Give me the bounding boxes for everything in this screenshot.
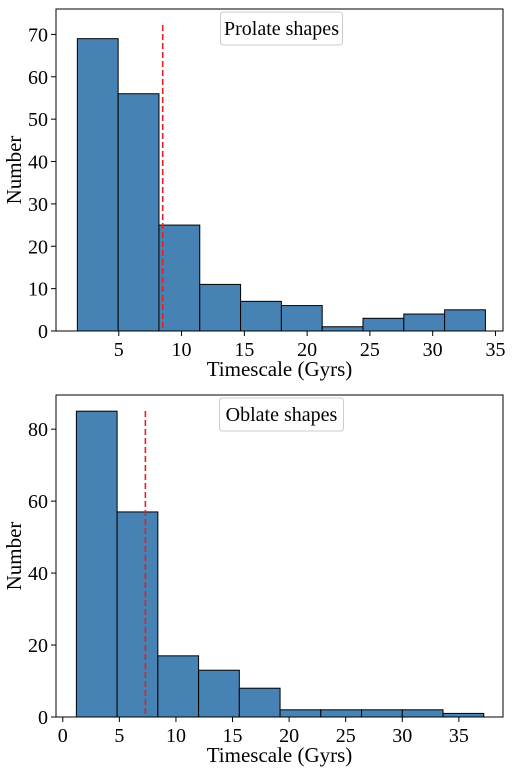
y-tick-label: 0: [38, 707, 48, 729]
x-tick-label: 25: [336, 725, 356, 747]
histogram-panel-2: 0 5 10 15 20 25 30 35 0 20 40 60 80 Timescale (Gyrs) N…: [2, 394, 504, 767]
histogram-bar: [444, 309, 486, 332]
x-tick-label: 35: [485, 339, 505, 361]
histogram-bar: [157, 655, 200, 718]
legend-title: Oblate shapes: [226, 404, 338, 426]
y-tick-label: 20: [28, 236, 48, 258]
x-tick-label: 25: [360, 339, 380, 361]
y-tick-label: 0: [38, 321, 48, 343]
y-tick-label: 40: [28, 152, 48, 174]
plot-frame: [55, 394, 504, 718]
histogram-bar: [401, 709, 444, 718]
x-tick-label: 15: [223, 725, 243, 747]
x-tick-label: 10: [166, 725, 186, 747]
y-tick-label: 30: [28, 194, 48, 216]
x-axis-label: Timescale (Gyrs): [207, 743, 353, 767]
y-tick-label: 80: [28, 419, 48, 441]
y-tick-label: 60: [28, 67, 48, 89]
histogram-bar: [76, 38, 119, 332]
x-tick-label: 5: [114, 339, 124, 361]
histogram-bar: [117, 93, 160, 332]
histogram-bar: [362, 317, 405, 332]
legend-title: Prolate shapes: [224, 18, 339, 40]
legend-box: [219, 397, 344, 432]
y-tick-label: 20: [28, 635, 48, 657]
x-tick-label: 15: [234, 339, 254, 361]
y-axis-label: Number: [2, 522, 26, 591]
y-axis-label: Number: [2, 136, 26, 205]
x-axis-label: Timescale (Gyrs): [207, 357, 353, 381]
histogram-bar: [442, 712, 485, 718]
x-tick-label: 0: [58, 725, 68, 747]
legend-box: [220, 11, 343, 46]
histogram-bar: [280, 305, 323, 332]
x-tick-label: 20: [297, 339, 317, 361]
x-tick-label: 30: [392, 725, 412, 747]
histogram-bar: [279, 709, 322, 718]
histogram-bar: [158, 224, 201, 332]
histogram-bar: [361, 709, 403, 718]
x-tick-label: 35: [449, 725, 469, 747]
histogram-panel-1: 5 10 15 20 25 30 35 0 10 20 30 40 50 60 70 Timescale (G…: [2, 8, 505, 381]
histogram-bar: [240, 300, 282, 332]
histogram-bar: [199, 283, 242, 332]
y-tick-label: 10: [28, 279, 48, 301]
y-tick-label: 50: [28, 109, 48, 131]
y-tick-label: 60: [28, 491, 48, 513]
histogram-bar: [403, 313, 446, 332]
histogram-bar: [75, 410, 118, 718]
y-tick-label: 70: [28, 24, 48, 46]
histogram-bar: [238, 687, 281, 718]
histogram-bar: [198, 669, 240, 718]
x-tick-label: 20: [279, 725, 299, 747]
y-tick-label: 40: [28, 563, 48, 585]
histogram-bar: [116, 511, 159, 718]
histogram-bar: [320, 709, 363, 718]
x-tick-label: 10: [172, 339, 192, 361]
histogram-bar: [321, 326, 364, 332]
x-tick-label: 30: [423, 339, 443, 361]
plot-frame: [55, 8, 504, 332]
x-tick-label: 5: [114, 725, 124, 747]
